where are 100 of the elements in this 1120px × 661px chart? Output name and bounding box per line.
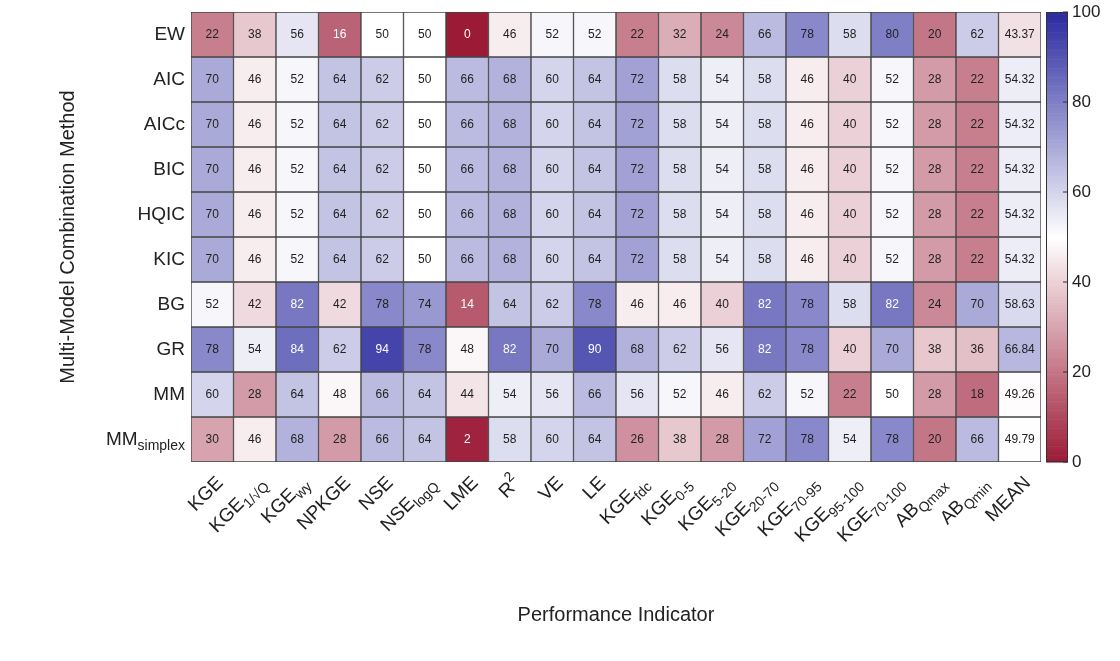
data-label: 22 xyxy=(843,386,857,401)
color-bar-label: 60 xyxy=(1072,181,1091,201)
data-label: 56 xyxy=(290,26,305,41)
data-label: 46 xyxy=(715,386,730,401)
data-label: 78 xyxy=(205,341,220,356)
data-label: 38 xyxy=(928,341,942,356)
data-label: 58 xyxy=(758,206,772,221)
data-label: 58 xyxy=(758,116,772,131)
data-label: 52 xyxy=(885,71,900,86)
data-label: 84 xyxy=(290,341,305,356)
data-label: 56 xyxy=(630,386,645,401)
data-label: 52 xyxy=(290,71,305,86)
data-label: 40 xyxy=(843,116,857,131)
data-label: 72 xyxy=(630,251,645,266)
data-label: 64 xyxy=(588,431,602,446)
data-label: 64 xyxy=(503,296,517,311)
data-label: 40 xyxy=(715,296,730,311)
data-label: 64 xyxy=(588,251,602,266)
data-label: 60 xyxy=(545,161,560,176)
data-label: 48 xyxy=(460,341,475,356)
data-label: 60 xyxy=(545,116,560,131)
y-tick-label: BIC xyxy=(153,157,186,179)
data-label: 70 xyxy=(205,206,220,221)
y-tick-label: BG xyxy=(157,292,185,314)
data-label: 40 xyxy=(843,161,857,176)
data-label: 46 xyxy=(673,296,687,311)
data-label: 54 xyxy=(503,386,517,401)
data-label: 46 xyxy=(800,161,815,176)
y-tick-label: EW xyxy=(154,22,186,44)
data-label: 74 xyxy=(418,296,432,311)
data-label: 78 xyxy=(375,296,390,311)
data-label: 78 xyxy=(885,431,900,446)
data-label: 50 xyxy=(418,251,432,266)
data-label: 0 xyxy=(463,26,471,41)
data-label: 50 xyxy=(375,26,390,41)
data-label: 82 xyxy=(290,296,305,311)
data-label: 22 xyxy=(970,161,985,176)
data-label: 66 xyxy=(588,386,602,401)
data-label: 62 xyxy=(375,206,390,221)
data-label: 42 xyxy=(333,296,347,311)
data-label: 60 xyxy=(545,251,560,266)
data-label: 94 xyxy=(375,341,390,356)
color-bar-label: 40 xyxy=(1072,271,1091,291)
data-label: 46 xyxy=(800,206,815,221)
data-label: 40 xyxy=(843,251,857,266)
data-label: 68 xyxy=(630,341,645,356)
data-label: 50 xyxy=(418,161,432,176)
x-axis-title: Performance Indicator xyxy=(517,602,715,625)
data-label: 60 xyxy=(545,71,560,86)
data-label: 82 xyxy=(758,296,772,311)
data-label: 70 xyxy=(205,161,220,176)
data-label: 46 xyxy=(630,296,645,311)
data-label: 64 xyxy=(290,386,305,401)
y-tick-label: HQIC xyxy=(137,202,185,224)
data-label: 28 xyxy=(928,206,942,221)
data-label: 54 xyxy=(248,341,262,356)
data-label: 68 xyxy=(503,251,517,266)
data-label: 60 xyxy=(205,386,220,401)
data-label: 90 xyxy=(588,341,602,356)
data-label: 14 xyxy=(460,296,475,311)
y-tick-label: MM xyxy=(153,382,185,404)
data-label: 50 xyxy=(418,116,432,131)
data-label: 46 xyxy=(800,116,815,131)
color-bar-label: 100 xyxy=(1072,1,1101,21)
data-label: 64 xyxy=(588,71,602,86)
data-label: 64 xyxy=(418,386,432,401)
color-bar-label: 20 xyxy=(1072,361,1091,381)
data-label: 46 xyxy=(248,71,262,86)
data-label: 54.32 xyxy=(1004,161,1036,176)
data-label: 68 xyxy=(290,431,305,446)
data-label: 70 xyxy=(970,296,985,311)
data-label: 52 xyxy=(800,386,815,401)
data-label: 62 xyxy=(673,341,687,356)
data-label: 28 xyxy=(928,71,942,86)
data-label: 68 xyxy=(503,206,517,221)
data-label: 54.32 xyxy=(1004,71,1036,86)
data-label: 43.37 xyxy=(1004,26,1036,41)
data-label: 40 xyxy=(843,341,857,356)
data-label: 66 xyxy=(460,161,475,176)
data-label: 58 xyxy=(673,161,687,176)
data-label: 52 xyxy=(885,251,900,266)
data-label: 60 xyxy=(545,431,560,446)
data-label: 78 xyxy=(800,296,815,311)
y-tick-label: AIC xyxy=(153,67,186,89)
data-label: 70 xyxy=(885,341,900,356)
data-label: 70 xyxy=(205,71,220,86)
data-label: 18 xyxy=(970,386,985,401)
data-label: 40 xyxy=(843,71,857,86)
data-label: 49.26 xyxy=(1004,386,1036,401)
data-label: 64 xyxy=(588,161,602,176)
data-label: 62 xyxy=(545,296,560,311)
data-label: 50 xyxy=(418,206,432,221)
data-label: 66 xyxy=(970,431,985,446)
data-label: 54 xyxy=(715,71,730,86)
data-label: 54.32 xyxy=(1004,251,1036,266)
data-label: 64 xyxy=(333,71,347,86)
data-label: 24 xyxy=(928,296,942,311)
data-label: 68 xyxy=(503,161,517,176)
data-label: 22 xyxy=(970,71,985,86)
data-label: 54 xyxy=(715,161,730,176)
